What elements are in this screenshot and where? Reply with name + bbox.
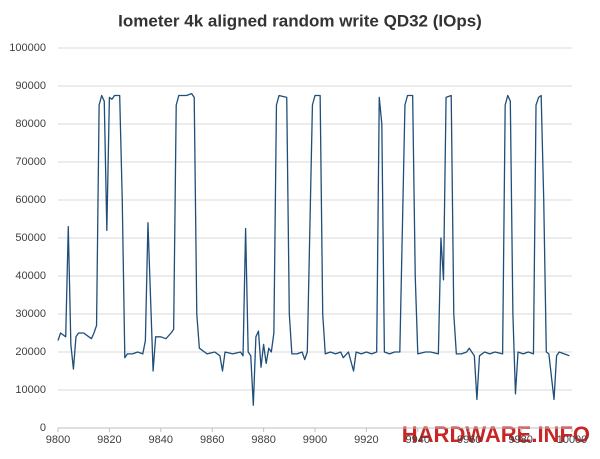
x-tick-label: 9820 [97,434,121,446]
y-tick-label: 90000 [15,80,46,92]
chart-title: Iometer 4k aligned random write QD32 (IO… [118,11,482,30]
y-tick-label: 60000 [15,194,46,206]
y-tick-label: 10000 [15,384,46,396]
y-tick-label: 80000 [15,118,46,130]
x-tick-label: 9880 [251,434,275,446]
x-tick-label: 9980 [508,434,532,446]
x-tick-label: 9860 [200,434,224,446]
y-tick-label: 30000 [15,308,46,320]
y-tick-label: 100000 [9,42,46,54]
y-tick-label: 20000 [15,346,46,358]
y-tick-label: 0 [40,422,46,434]
x-tick-label: 9940 [406,434,430,446]
x-tick-label: 9900 [303,434,327,446]
x-tick-label: 10000 [557,434,588,446]
x-tick-label: 9920 [354,434,378,446]
y-tick-label: 50000 [15,232,46,244]
y-tick-label: 40000 [15,270,46,282]
watermark: HARDWARE.INFO [402,422,590,447]
y-tick-label: 70000 [15,156,46,168]
series-line [57,92,570,406]
x-tick-label: 9960 [457,434,481,446]
x-tick-label: 9840 [149,434,173,446]
x-tick-label: 9800 [46,434,70,446]
